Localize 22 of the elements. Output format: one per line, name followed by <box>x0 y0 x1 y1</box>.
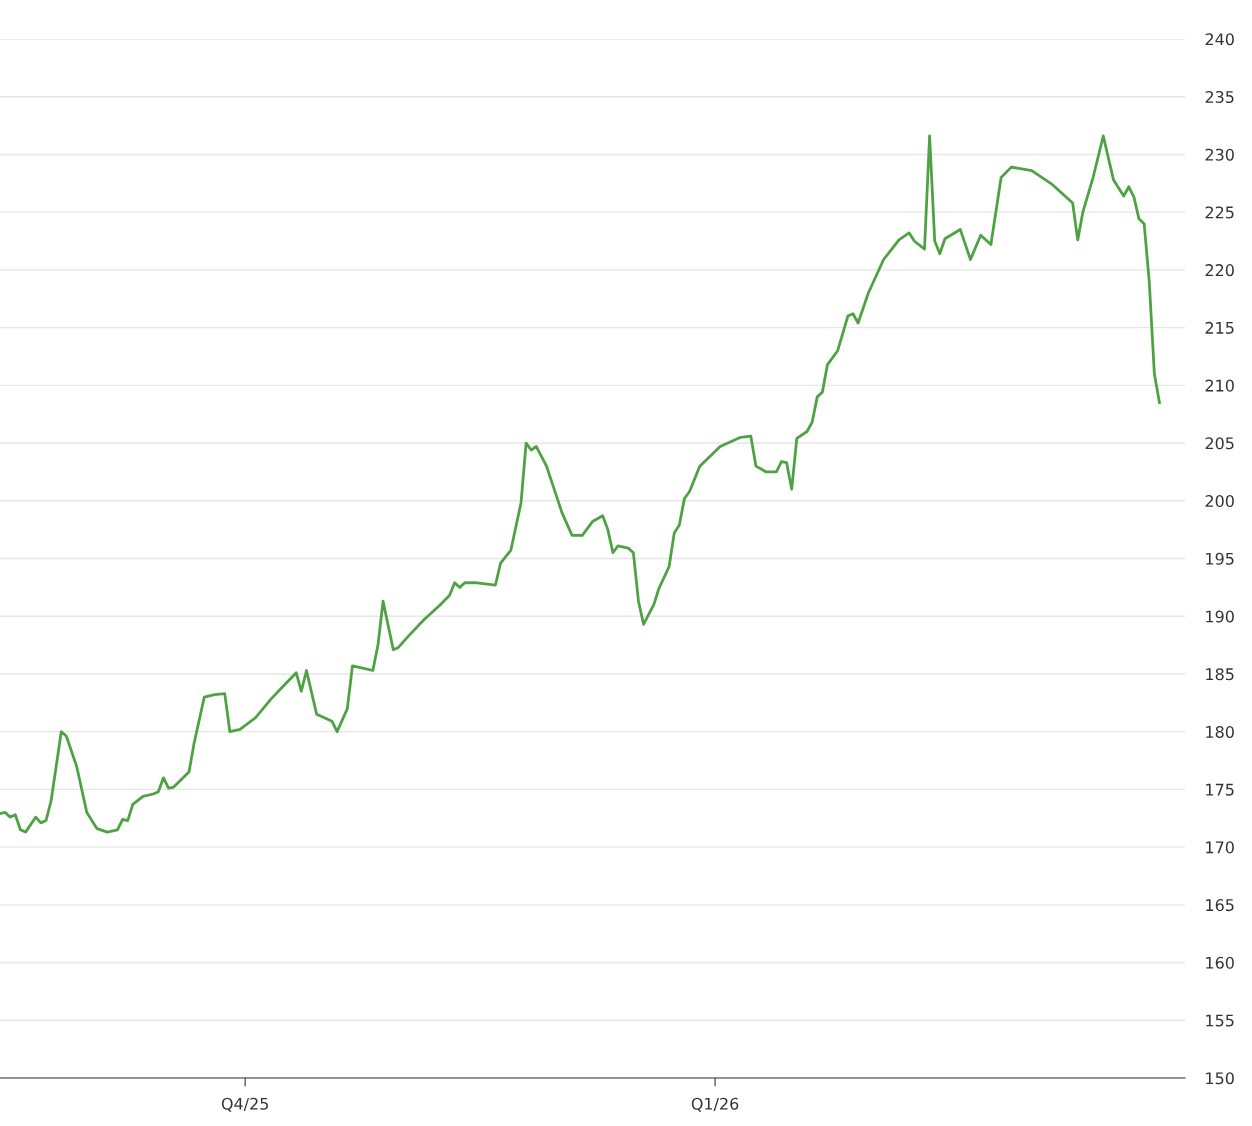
y-tick-label: 240 <box>1205 33 1234 46</box>
line-series <box>0 134 1161 834</box>
y-tick-label: 205 <box>1205 437 1234 450</box>
y-tick-label: 200 <box>1205 494 1234 508</box>
y-tick-label: 170 <box>1206 841 1234 854</box>
y-tick-label: 210 <box>1205 379 1234 392</box>
y-tick-label: 195 <box>1206 552 1234 565</box>
y-tick-label: 215 <box>1205 321 1234 334</box>
y-tick-label: 180 <box>1206 725 1234 738</box>
x-tick-label: Q1/26 <box>691 1097 739 1112</box>
y-tick-label: 220 <box>1205 264 1234 277</box>
y-tick-label: 165 <box>1206 899 1234 912</box>
y-tick-label: 185 <box>1206 668 1234 681</box>
y-tick-label: 230 <box>1205 148 1234 161</box>
y-tick-label: 225 <box>1205 206 1234 219</box>
y-tick-label: 150 <box>1206 1072 1234 1085</box>
x-tick-label: Q4/25 <box>221 1097 268 1112</box>
y-tick-label: 155 <box>1206 1014 1234 1027</box>
y-tick-label: 190 <box>1206 610 1234 623</box>
y-tick-label: 235 <box>1205 90 1234 104</box>
y-tick-label: 175 <box>1206 783 1234 796</box>
y-tick-label: 160 <box>1206 956 1234 969</box>
